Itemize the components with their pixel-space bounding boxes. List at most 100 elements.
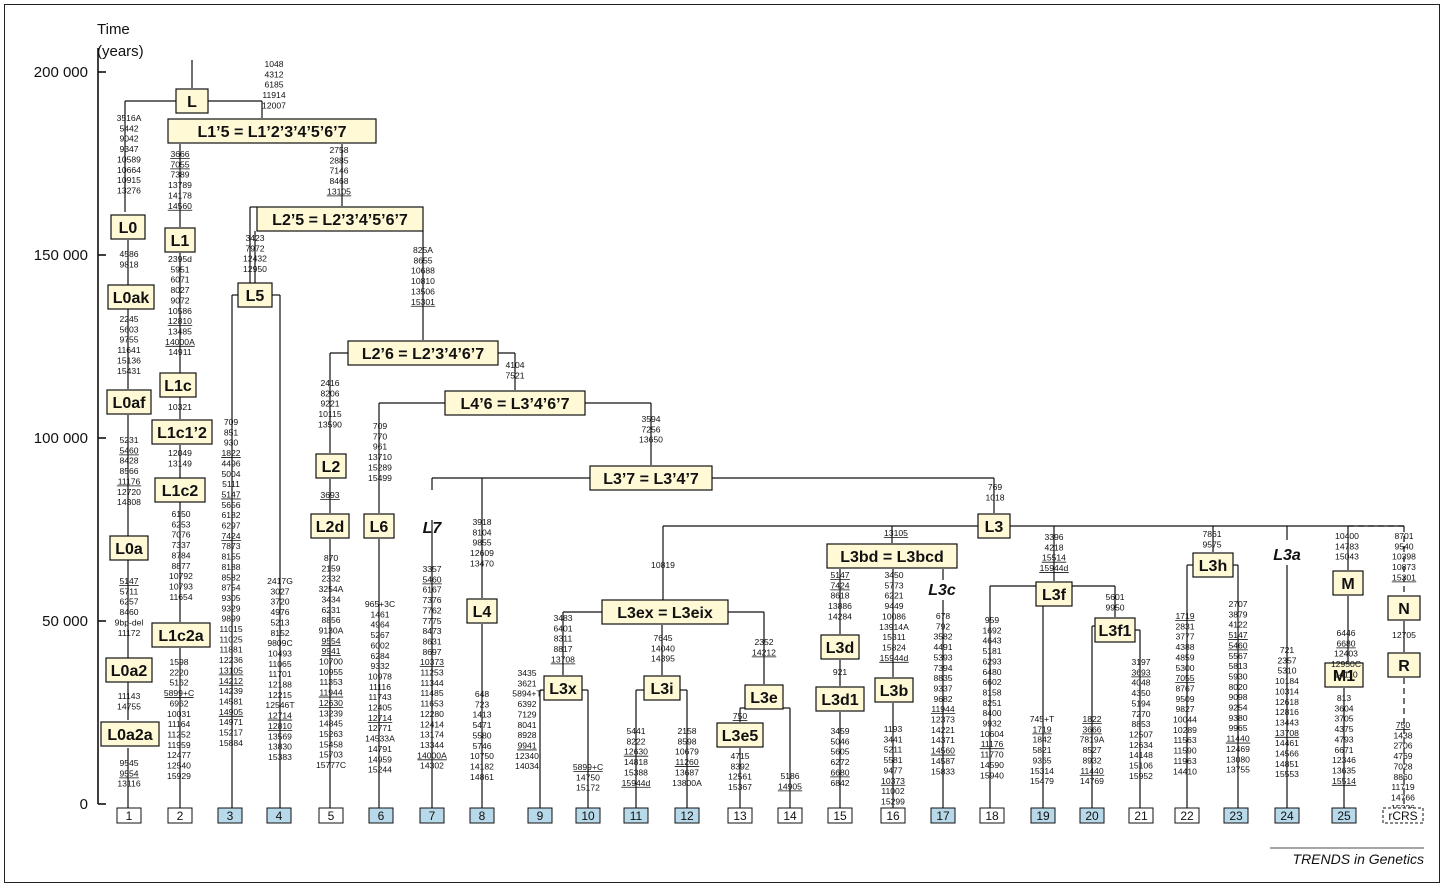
mutation-label: 15833 <box>931 766 955 776</box>
mutation-label: 11260 <box>675 757 698 767</box>
haplogroup-l1c2: L1c2 <box>154 477 206 503</box>
y-tick-label: 150 000 <box>34 247 88 264</box>
mutation-label: 8188 <box>221 562 240 572</box>
mutation-label: 5181 <box>982 646 1001 656</box>
mutation-list: 12705 <box>1392 630 1416 640</box>
mutation-label: 8697 <box>422 647 441 657</box>
axis-title-line2: (years) <box>97 43 144 60</box>
leaf-box <box>116 807 142 824</box>
mutation-label: 2357 <box>1277 655 1296 665</box>
leaf-box <box>827 807 853 824</box>
mutation-label: 14212 <box>219 676 243 686</box>
mutation-label: 723 <box>475 699 490 709</box>
mutation-label: 4964 <box>370 620 389 630</box>
footer-credit: TRENDS in Genetics <box>1293 851 1424 867</box>
leaf-14: 14 <box>777 807 803 824</box>
mutation-label: 8877 <box>171 561 190 571</box>
mutation-label: 11015 <box>219 624 242 634</box>
haplogroup-label: R <box>1398 658 1410 675</box>
mutation-label: 10115 <box>318 409 341 419</box>
mutation-label: 6297 <box>221 521 240 531</box>
leaf-20: 20 <box>1079 807 1105 824</box>
leaf-number: 9 <box>537 809 544 823</box>
leaf-9: 9 <box>527 807 553 824</box>
mutation-label: 7129 <box>517 709 536 719</box>
mutation-label: 3459 <box>830 726 849 736</box>
mutation-label: 3777 <box>1175 632 1194 642</box>
mutation-label: 709 <box>373 421 388 431</box>
mutation-label: 1822 <box>221 448 240 458</box>
mutation-label: 11654 <box>169 592 192 602</box>
mutation-label: 10398 <box>1392 552 1416 562</box>
leaf-number: 8 <box>479 809 486 823</box>
mutation-list: 965+3C1461496452676002628493321097811116… <box>365 599 395 775</box>
haplogroup-m: M <box>1332 570 1364 596</box>
haplogroup-label: L0ak <box>113 290 150 307</box>
mutation-label: 8020 <box>1228 682 1247 692</box>
mutation-label: 6231 <box>321 605 340 615</box>
mutation-label: 12432 <box>243 254 267 264</box>
mutation-label: 14284 <box>828 611 852 621</box>
mutation-label: 6962 <box>169 698 188 708</box>
mutation-label: 5603 <box>119 324 138 334</box>
mutation-label: 12714 <box>368 713 392 723</box>
mutation-label: 12215 <box>268 690 292 700</box>
mutation-label: 750 <box>1396 720 1411 730</box>
leaf-box <box>979 807 1005 824</box>
haplogroup-l3b: L3b <box>874 677 914 703</box>
mutation-label: 921 <box>833 667 848 677</box>
haplogroup-box <box>466 598 498 624</box>
mutation-label: 12507 <box>1129 729 1153 739</box>
haplogroup-l3bd: L3bd = L3bcd <box>826 543 958 569</box>
leaf-box <box>419 807 445 824</box>
haplogroup-label: L1c2 <box>162 483 199 500</box>
leaf-box <box>1079 807 1105 824</box>
mutation-label: 15514 <box>1042 553 1066 563</box>
mutation-label: 13105 <box>327 186 351 196</box>
mutation-label: 5567 <box>1228 651 1247 661</box>
mutation-label: 2245 <box>119 314 138 324</box>
mutation-label: 5821 <box>1032 745 1051 755</box>
leaf-number: 3 <box>227 809 234 823</box>
mutation-label: 10400 <box>1335 531 1359 541</box>
mutation-label: 15136 <box>117 355 141 365</box>
figure-frame <box>4 4 1440 883</box>
mutation-label: 813 <box>1337 693 1352 703</box>
mutation-label: 12609 <box>470 548 494 558</box>
mutation-label: 11253 <box>420 668 443 678</box>
mutation-label: 8582 <box>221 572 240 582</box>
mutation-label: 3441 <box>883 734 902 744</box>
leaf-24: 24 <box>1274 807 1300 824</box>
mutation-label: 12630 <box>319 698 343 708</box>
mutation-label: 12714 <box>268 711 292 721</box>
mutation-label: 4048 <box>1131 678 1150 688</box>
mutation-label: 7972 <box>245 243 264 253</box>
mutation-label: 10086 <box>882 611 906 621</box>
mutation-label: 4769 <box>1393 751 1412 761</box>
haplogroup-label: M1 <box>1333 668 1355 685</box>
mutation-label: 15172 <box>576 783 600 793</box>
mutation-label: 14590 <box>980 760 1004 770</box>
haplogroup-label: L0 <box>119 220 138 237</box>
leaf-10: 10 <box>575 807 601 824</box>
leaf-number: 1 <box>126 809 133 823</box>
mutation-label: 4104 <box>505 360 524 370</box>
mutation-label: 10700 <box>319 657 343 667</box>
mutation-label: 15314 <box>1030 766 1054 776</box>
mutation-label: 12561 <box>728 772 752 782</box>
haplogroup-l1c: L1c <box>159 372 197 398</box>
mutation-label: 11143 <box>118 691 141 701</box>
haplogroup-label: L3bd = L3bcd <box>840 549 944 566</box>
mutation-label: 5711 <box>120 586 139 596</box>
mutation-label: 11440 <box>1080 766 1103 776</box>
mutation-label: 2220 <box>169 667 188 677</box>
leaf-number: 15 <box>833 809 847 823</box>
